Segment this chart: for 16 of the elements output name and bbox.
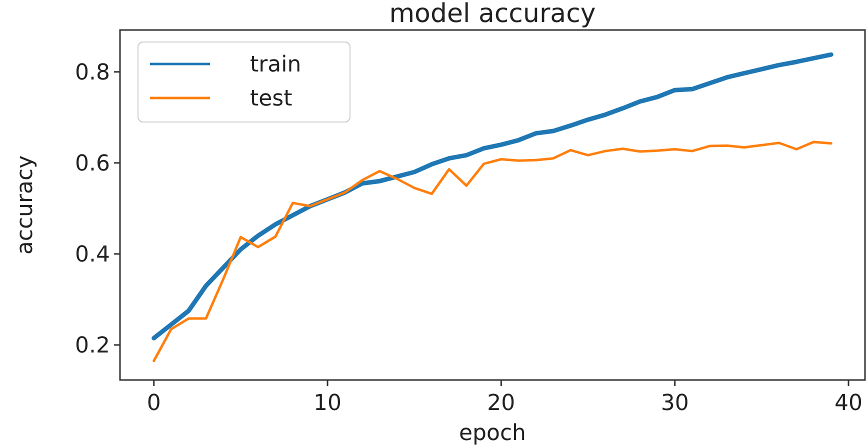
line-series bbox=[152, 140, 832, 362]
y-tick-label: 0.2 bbox=[75, 334, 110, 359]
legend-label: train bbox=[250, 52, 302, 78]
y-axis-title: accuracy bbox=[13, 155, 38, 255]
x-tick-label: 30 bbox=[660, 391, 689, 416]
x-tick-label: 10 bbox=[314, 391, 342, 416]
line-series bbox=[152, 52, 834, 340]
x-tick-label: 20 bbox=[487, 391, 516, 416]
y-tick-label: 0.6 bbox=[75, 152, 110, 177]
x-axis-title: epoch bbox=[459, 421, 526, 446]
x-tick-label: 0 bbox=[146, 391, 161, 416]
y-tick-label: 0.8 bbox=[75, 60, 110, 86]
legend-label: test bbox=[250, 86, 293, 112]
x-tick-label: 40 bbox=[834, 391, 862, 416]
chart-title: model accuracy bbox=[389, 0, 596, 29]
y-tick-label: 0.4 bbox=[75, 242, 110, 268]
